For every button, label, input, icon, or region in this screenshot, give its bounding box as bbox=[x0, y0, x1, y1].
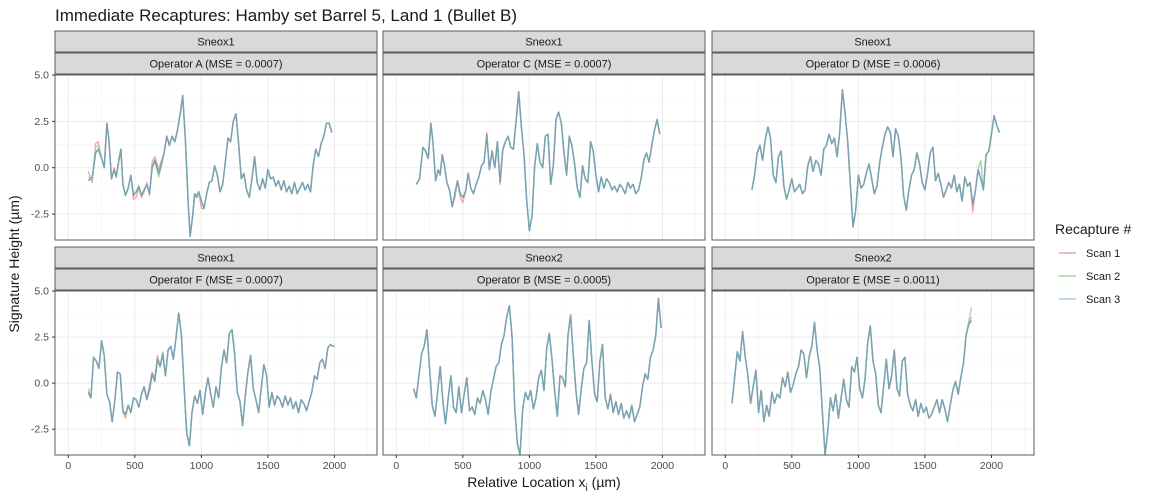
strip-label-operator: Operator A (MSE = 0.0007) bbox=[150, 59, 283, 71]
strip-box bbox=[382, 52, 706, 75]
strip-label-sensor: Sneox1 bbox=[525, 37, 562, 49]
strip-box bbox=[382, 30, 706, 53]
facet-panel: Sneox1 Operator F (MSE = 0.0007) -2.5 0.0 2.… bbox=[31, 246, 378, 472]
strip-label-sensor: Sneox1 bbox=[854, 37, 891, 49]
y-axis-title: Signature Height (µm) bbox=[6, 195, 22, 332]
x-tick-label: 500 bbox=[126, 460, 144, 472]
x-tick-label: 2000 bbox=[323, 460, 347, 472]
y-tick-label: 2.5 bbox=[34, 332, 49, 344]
plot-background bbox=[55, 291, 377, 455]
series-line-overlap bbox=[751, 89, 1001, 228]
chart-title: Immediate Recaptures: Hamby set Barrel 5… bbox=[55, 6, 517, 25]
x-axis-title-subscript: i bbox=[586, 483, 588, 494]
y-axis-title-group: Signature Height (µm) bbox=[6, 195, 22, 332]
strip-box bbox=[54, 30, 378, 53]
strip-box bbox=[711, 268, 1035, 291]
y-tick-label: -2.5 bbox=[31, 209, 49, 221]
legend-label: Scan 1 bbox=[1086, 248, 1120, 260]
x-tick-label: 0 bbox=[722, 460, 728, 472]
plot-background bbox=[55, 75, 377, 240]
y-tick-label: 0.0 bbox=[34, 162, 49, 174]
legend-label: Scan 3 bbox=[1086, 294, 1120, 306]
facet-panel: Sneox1 Operator D (MSE = 0.0006) bbox=[711, 30, 1035, 241]
facet-panel: Sneox1 Operator C (MSE = 0.0007) bbox=[382, 30, 706, 241]
series-line-overlap bbox=[87, 312, 335, 447]
x-tick-label: 1000 bbox=[847, 460, 871, 472]
x-axis-title: Relative Location xi (µm) bbox=[467, 474, 620, 494]
strip-box bbox=[711, 30, 1035, 53]
facet-panel: Sneox2 Operator B (MSE = 0.0005) 0 500 1000 1… bbox=[382, 246, 706, 472]
panel-border bbox=[54, 74, 378, 241]
plot-background bbox=[712, 291, 1034, 455]
y-tick-label: 2.5 bbox=[34, 116, 49, 128]
y-tick-label: 5.0 bbox=[34, 286, 49, 298]
strip-label-operator: Operator F (MSE = 0.0007) bbox=[149, 275, 283, 287]
facet-panel: Sneox1 Operator A (MSE = 0.0007) -2.5 0.0 2.… bbox=[31, 30, 378, 241]
panel-border bbox=[382, 290, 706, 456]
panel-border bbox=[711, 74, 1035, 241]
strip-box bbox=[711, 246, 1035, 269]
series-line-overlap bbox=[412, 297, 662, 456]
panel-border bbox=[711, 290, 1035, 456]
plot-background bbox=[383, 291, 705, 455]
x-tick-label: 0 bbox=[65, 460, 71, 472]
x-tick-label: 1500 bbox=[256, 460, 280, 472]
series-line-overlap bbox=[415, 90, 661, 232]
strip-label-operator: Operator D (MSE = 0.0006) bbox=[806, 59, 941, 71]
series-line-overlap bbox=[731, 320, 973, 456]
y-tick-label: 5.0 bbox=[34, 70, 49, 82]
strip-box bbox=[382, 246, 706, 269]
series-line-overlap bbox=[87, 94, 333, 238]
x-tick-label: 1000 bbox=[190, 460, 214, 472]
plot-background bbox=[712, 75, 1034, 240]
strip-label-sensor: Sneox1 bbox=[197, 253, 234, 265]
panel-border bbox=[382, 74, 706, 241]
strip-label-sensor: Sneox1 bbox=[197, 37, 234, 49]
strip-label-operator: Operator E (MSE = 0.0011) bbox=[806, 275, 939, 287]
facet-panels: Sneox1 Operator A (MSE = 0.0007) -2.5 0.0 2.… bbox=[31, 30, 1035, 472]
legend: Recapture # Scan 1 Scan 2 Scan 3 bbox=[1055, 221, 1131, 306]
x-tick-label: 2000 bbox=[651, 460, 675, 472]
strip-label-sensor: Sneox2 bbox=[854, 253, 891, 265]
x-axis-title-main: Relative Location x bbox=[467, 474, 585, 490]
x-tick-label: 500 bbox=[783, 460, 801, 472]
strip-label-sensor: Sneox2 bbox=[525, 253, 562, 265]
strip-box bbox=[54, 268, 378, 291]
strip-label-operator: Operator C (MSE = 0.0007) bbox=[477, 59, 612, 71]
y-tick-label: -2.5 bbox=[31, 424, 49, 436]
y-tick-label: 0.0 bbox=[34, 378, 49, 390]
strip-box bbox=[711, 52, 1035, 75]
strip-label-operator: Operator B (MSE = 0.0005) bbox=[477, 275, 611, 287]
panel-border bbox=[54, 290, 378, 456]
x-tick-label: 1000 bbox=[518, 460, 542, 472]
x-tick-label: 1500 bbox=[913, 460, 937, 472]
legend-title: Recapture # bbox=[1055, 221, 1131, 237]
strip-box bbox=[54, 52, 378, 75]
x-tick-label: 2000 bbox=[980, 460, 1004, 472]
x-axis-title-unit: (µm) bbox=[588, 474, 621, 490]
x-tick-label: 1500 bbox=[584, 460, 608, 472]
facet-panel: Sneox2 Operator E (MSE = 0.0011) 0 500 1000 1… bbox=[711, 246, 1035, 472]
legend-label: Scan 2 bbox=[1086, 271, 1120, 283]
strip-box bbox=[382, 268, 706, 291]
x-tick-label: 500 bbox=[454, 460, 472, 472]
strip-box bbox=[54, 246, 378, 269]
x-tick-label: 0 bbox=[393, 460, 399, 472]
